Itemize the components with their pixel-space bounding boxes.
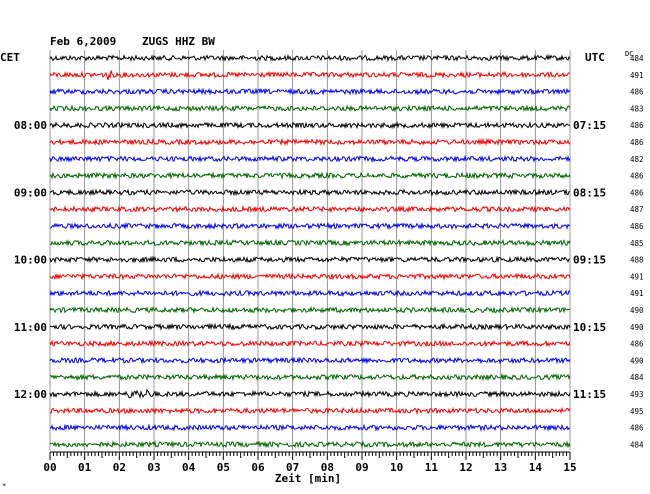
dc-offset-label: 486 xyxy=(630,424,644,433)
seismic-trace xyxy=(49,372,571,382)
seismic-trace xyxy=(49,305,571,315)
seismic-trace xyxy=(49,406,571,416)
x-axis: 00 01 02 03 04 05 06 07 08 09 10 11 12 13 14 15 xyxy=(43,451,577,474)
dc-offset-label: 490 xyxy=(630,323,644,332)
dc-offset-label: 486 xyxy=(630,121,644,130)
x-tick-label: 13 xyxy=(494,461,507,474)
x-tick-label: 07 xyxy=(286,461,299,474)
header-date: Feb 6,2009 xyxy=(50,35,116,48)
right-time-label: 10:15 xyxy=(573,321,606,334)
x-tick-label: 04 xyxy=(182,461,196,474)
seismic-trace xyxy=(49,204,571,214)
x-tick-label: 06 xyxy=(251,461,265,474)
right-time-label: 07:15 xyxy=(573,119,606,132)
dc-offset-label: 483 xyxy=(630,104,644,113)
dc-offset-label: 493 xyxy=(630,390,644,399)
x-tick-label: 08 xyxy=(321,461,334,474)
dc-offset-label: 486 xyxy=(630,172,644,181)
x-tick-label: 10 xyxy=(390,461,403,474)
dc-offset-label: 486 xyxy=(630,188,644,197)
left-time-label: 08:00 xyxy=(14,119,47,132)
seismic-trace xyxy=(49,322,571,331)
header-station: ZUGS HHZ BW xyxy=(142,35,215,48)
left-time-label: 09:00 xyxy=(14,186,47,199)
minute-gridlines xyxy=(49,50,571,451)
seismic-trace xyxy=(49,255,571,264)
dc-offset-label: 486 xyxy=(630,138,644,147)
left-time-label: 12:00 xyxy=(14,388,47,401)
seismic-trace xyxy=(49,53,571,63)
dc-offset-label: 486 xyxy=(630,88,644,97)
x-axis-label: Zeit [min] xyxy=(275,472,341,485)
dc-header-label: DC xyxy=(625,50,633,58)
seismic-trace xyxy=(49,171,571,180)
seismic-trace xyxy=(49,440,571,449)
corner-mark: * xyxy=(2,482,6,490)
dc-offset-label: 488 xyxy=(630,256,644,265)
x-tick-label: 00 xyxy=(43,461,56,474)
seismic-trace xyxy=(49,104,571,113)
dc-offset-label: 490 xyxy=(630,356,644,365)
right-time-label: 08:15 xyxy=(573,186,606,199)
seismic-trace xyxy=(49,154,571,163)
seismic-trace xyxy=(49,238,571,247)
left-timezone-label: CET xyxy=(0,51,20,64)
dc-offset-label: 491 xyxy=(630,71,644,80)
dc-offset-label: 491 xyxy=(630,272,644,281)
x-tick-label: 05 xyxy=(217,461,230,474)
seismic-trace xyxy=(49,121,571,130)
seismic-trace xyxy=(49,356,571,365)
x-tick-label: 11 xyxy=(425,461,439,474)
dc-offset-label: 486 xyxy=(630,340,644,349)
seismic-trace xyxy=(49,87,571,96)
dc-offset-label: 484 xyxy=(630,440,644,449)
dc-offset-label: 495 xyxy=(630,407,644,416)
seismic-trace xyxy=(49,388,571,399)
seismic-trace xyxy=(49,423,571,432)
x-tick-label: 01 xyxy=(78,461,92,474)
left-time-label: 11:00 xyxy=(14,321,47,334)
seismic-trace xyxy=(49,339,571,348)
dc-offset-label: 484 xyxy=(630,373,644,382)
seismic-traces xyxy=(49,53,571,449)
seismic-trace xyxy=(49,272,571,281)
time-labels: 484 491 486 483 486 486 482 486 486 487 486 485 488 4… xyxy=(14,54,644,449)
left-time-label: 10:00 xyxy=(14,254,47,267)
dc-offset-label: 486 xyxy=(630,222,644,231)
x-tick-label: 14 xyxy=(529,461,543,474)
x-tick-label: 09 xyxy=(355,461,368,474)
x-tick-label: 15 xyxy=(563,461,576,474)
seismic-trace xyxy=(50,221,571,231)
dc-offset-label: 485 xyxy=(630,239,644,248)
dc-offset-label: 491 xyxy=(630,289,644,298)
dc-offset-label: 487 xyxy=(630,205,644,214)
right-time-label: 11:15 xyxy=(573,388,606,401)
right-time-label: 09:15 xyxy=(573,254,606,267)
seismic-trace xyxy=(49,137,571,147)
seismic-trace xyxy=(49,289,571,298)
x-tick-label: 02 xyxy=(113,461,126,474)
right-timezone-label: UTC xyxy=(585,51,605,64)
seismic-trace xyxy=(49,70,571,81)
seismic-trace xyxy=(49,188,571,197)
dc-offset-label: 484 xyxy=(630,54,644,63)
x-tick-label: 12 xyxy=(459,461,472,474)
dc-offset-label: 482 xyxy=(630,155,644,164)
x-tick-label: 03 xyxy=(147,461,160,474)
dc-offset-label: 490 xyxy=(630,306,644,315)
